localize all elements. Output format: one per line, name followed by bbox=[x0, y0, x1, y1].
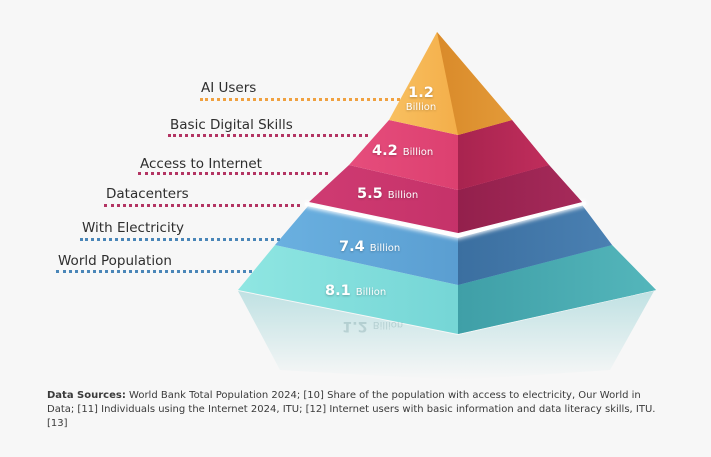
label-ai-users: AI Users bbox=[201, 80, 256, 96]
label-with-electricity: With Electricity bbox=[82, 220, 184, 236]
reflection-unit: Billion bbox=[373, 319, 403, 330]
value-ai-users: 1.2 Billion bbox=[403, 84, 439, 113]
label-world-population: World Population bbox=[58, 253, 172, 269]
reflection-text: 1.2 Billion bbox=[342, 318, 403, 337]
reflection-number: 1.2 bbox=[342, 318, 368, 334]
value-number: 7.4 bbox=[339, 239, 365, 255]
value-unit: Billion bbox=[403, 147, 433, 158]
data-sources-footnote: Data Sources: World Bank Total Populatio… bbox=[47, 389, 657, 431]
value-unit: Billion bbox=[388, 190, 418, 201]
value-number: 4.2 bbox=[372, 143, 398, 159]
value-unit: Billion bbox=[356, 287, 386, 298]
label-basic-digital-skills: Basic Digital Skills bbox=[170, 117, 293, 133]
leader-line-basic-digital-skills bbox=[168, 134, 368, 137]
value-unit: Billion bbox=[370, 243, 400, 254]
value-access-to-internet: 5.5 Billion bbox=[357, 183, 418, 202]
value-unit: Billion bbox=[403, 103, 439, 113]
leader-line-ai-users bbox=[200, 98, 400, 101]
label-access-to-internet: Access to Internet bbox=[140, 156, 262, 172]
label-datacenters: Datacenters bbox=[106, 186, 189, 202]
leader-line-datacenters bbox=[104, 204, 300, 207]
leader-line-with-electricity bbox=[80, 238, 280, 241]
leader-line-access-to-internet bbox=[138, 172, 328, 175]
value-world-population: 8.1 Billion bbox=[325, 280, 386, 299]
leader-line-world-population bbox=[56, 270, 252, 273]
value-number: 8.1 bbox=[325, 283, 351, 299]
value-with-electricity: 7.4 Billion bbox=[339, 236, 400, 255]
value-basic-digital-skills: 4.2 Billion bbox=[372, 140, 433, 159]
footnote-heading: Data Sources: bbox=[47, 390, 126, 401]
value-number: 1.2 bbox=[408, 85, 434, 101]
value-number: 5.5 bbox=[357, 186, 383, 202]
footnote-body: World Bank Total Population 2024; [10] S… bbox=[47, 390, 655, 429]
